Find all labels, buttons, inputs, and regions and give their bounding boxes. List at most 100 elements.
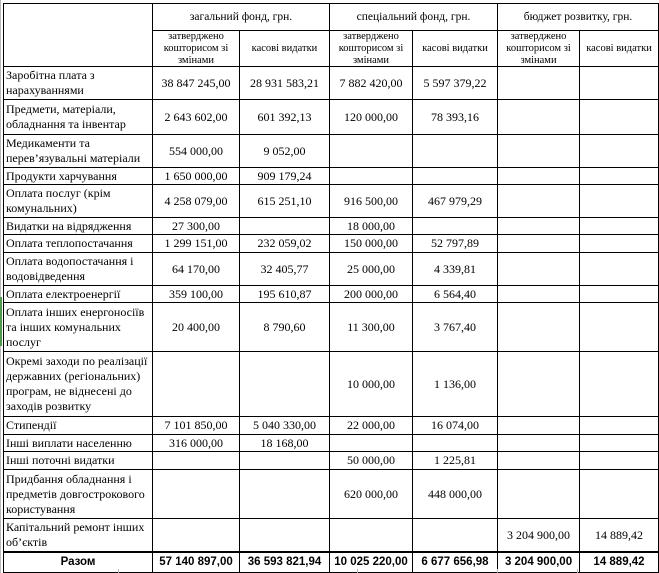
value-cell: 64 170,00 <box>152 252 240 287</box>
value-cell: 200 000,00 <box>329 285 413 304</box>
value-cell <box>579 66 659 101</box>
value-cell: 38 847 245,00 <box>152 66 240 101</box>
row-label: Медикаменти та перев’язувальні матеріали <box>3 134 153 169</box>
row-label: Окремі заходи по реалізації державних (р… <box>3 351 153 418</box>
value-cell <box>579 451 659 471</box>
table-row: Продукти харчування 1 650 000,00 909 179,2… <box>3 167 659 186</box>
table-row: Видатки на відрядження 27 300,00 18 000,00 <box>3 217 659 236</box>
subheader-approved-general: затверджено кошторисом зі змінами <box>152 29 240 68</box>
total-value-cell: 10 025 220,00 <box>329 550 413 573</box>
value-cell <box>497 351 581 418</box>
value-cell <box>329 434 413 453</box>
row-label: Інші поточні видатки <box>3 451 153 471</box>
table-row: Окремі заходи по реалізації державних (р… <box>3 351 659 418</box>
column-group-special-fund: спеціальний фонд, грн. <box>328 3 499 31</box>
row-label: Продукти харчування <box>3 167 153 186</box>
total-value-cell: 14 889,42 <box>579 550 659 573</box>
value-cell: 22 000,00 <box>329 416 413 436</box>
value-cell: 601 392,13 <box>239 99 330 136</box>
value-cell <box>152 518 240 553</box>
value-cell: 5 597 379,22 <box>411 66 499 101</box>
value-cell <box>239 217 330 236</box>
value-cell: 28 931 583,21 <box>239 66 330 101</box>
fund-header-row: загальний фонд, грн. спеціальний фонд, г… <box>3 2 659 68</box>
value-cell: 1 136,00 <box>411 351 499 418</box>
value-cell <box>411 434 499 453</box>
value-cell: 195 610,87 <box>239 285 330 304</box>
value-cell <box>579 351 659 418</box>
value-cell <box>239 469 330 520</box>
table-row: Оплата послуг (крім комунальних) 4 258 07… <box>3 184 659 219</box>
value-cell <box>329 134 413 169</box>
value-cell <box>152 351 240 418</box>
table-row: Заробітна плата з нарахуваннями 38 847 24… <box>3 66 659 101</box>
value-cell <box>497 66 581 101</box>
total-row: Разом 57 140 897,00 36 593 821,94 10 025… <box>3 550 659 573</box>
value-cell: 909 179,24 <box>239 167 330 186</box>
value-cell <box>497 217 581 236</box>
value-cell <box>239 451 330 471</box>
value-cell: 25 000,00 <box>329 252 413 287</box>
value-cell: 10 000,00 <box>329 351 413 418</box>
row-label: Інші виплати населенню <box>3 434 153 453</box>
total-value-cell: 57 140 897,00 <box>152 550 240 573</box>
sheet-gridline <box>0 0 1 573</box>
value-cell: 20 400,00 <box>152 302 240 353</box>
value-cell: 8 790,60 <box>239 302 330 353</box>
value-cell: 150 000,00 <box>329 234 413 254</box>
value-cell: 4 339,81 <box>411 252 499 287</box>
value-cell <box>579 416 659 436</box>
value-cell: 5 040 330,00 <box>239 416 330 436</box>
value-cell <box>239 351 330 418</box>
value-cell <box>497 234 581 254</box>
column-group-development-budget: бюджет розвитку, грн. <box>497 3 659 31</box>
value-cell <box>152 469 240 520</box>
table-row: Оплата водопостачання і водовідведення 64… <box>3 252 659 287</box>
value-cell: 467 979,29 <box>411 184 499 219</box>
value-cell: 120 000,00 <box>329 99 413 136</box>
selection-mark <box>0 297 2 346</box>
row-label: Придбання обладнання і предметів довгост… <box>3 469 153 520</box>
value-cell: 16 074,00 <box>411 416 499 436</box>
value-cell: 359 100,00 <box>152 285 240 304</box>
value-cell <box>497 434 581 453</box>
subheader-approved-development: затверджено кошторисом зі змінами <box>497 29 581 68</box>
table-row: Інші поточні видатки 50 000,00 1 225,81 <box>3 451 659 471</box>
value-cell <box>329 518 413 553</box>
value-cell <box>579 234 659 254</box>
row-label: Капітальний ремонт інших об’єктів <box>3 518 153 553</box>
value-cell: 78 393,16 <box>411 99 499 136</box>
budget-expenditure-table: загальний фонд, грн. спеціальний фонд, г… <box>3 2 659 573</box>
sheet-gridline-stub <box>118 569 119 573</box>
value-cell <box>579 134 659 169</box>
value-cell: 7 101 850,00 <box>152 416 240 436</box>
table-row: Оплата інших енергоносіїв та інших комун… <box>3 302 659 353</box>
value-cell: 6 564,40 <box>411 285 499 304</box>
value-cell <box>497 184 581 219</box>
value-cell <box>411 134 499 169</box>
value-cell <box>579 167 659 186</box>
value-cell: 554 000,00 <box>152 134 240 169</box>
table-row: Оплата електроенергії 359 100,00 195 610,8… <box>3 285 659 304</box>
value-cell <box>497 252 581 287</box>
value-cell <box>579 217 659 236</box>
value-cell: 448 000,00 <box>411 469 499 520</box>
value-cell <box>411 518 499 553</box>
value-cell: 50 000,00 <box>329 451 413 471</box>
value-cell <box>579 184 659 219</box>
value-cell: 18 168,00 <box>239 434 330 453</box>
value-cell <box>497 451 581 471</box>
sheet-gridline-stub <box>497 569 498 573</box>
value-cell: 9 052,00 <box>239 134 330 169</box>
value-cell: 11 300,00 <box>329 302 413 353</box>
row-label-header-cell <box>3 2 153 68</box>
value-cell: 615 251,10 <box>239 184 330 219</box>
table-row: Капітальний ремонт інших об’єктів 3 204 9… <box>3 518 659 553</box>
value-cell: 232 059,02 <box>239 234 330 254</box>
value-cell <box>579 99 659 136</box>
value-cell <box>497 302 581 353</box>
row-label: Видатки на відрядження <box>3 217 153 236</box>
value-cell: 3 204 900,00 <box>497 518 581 553</box>
table-row: Придбання обладнання і предметів довгост… <box>3 469 659 520</box>
